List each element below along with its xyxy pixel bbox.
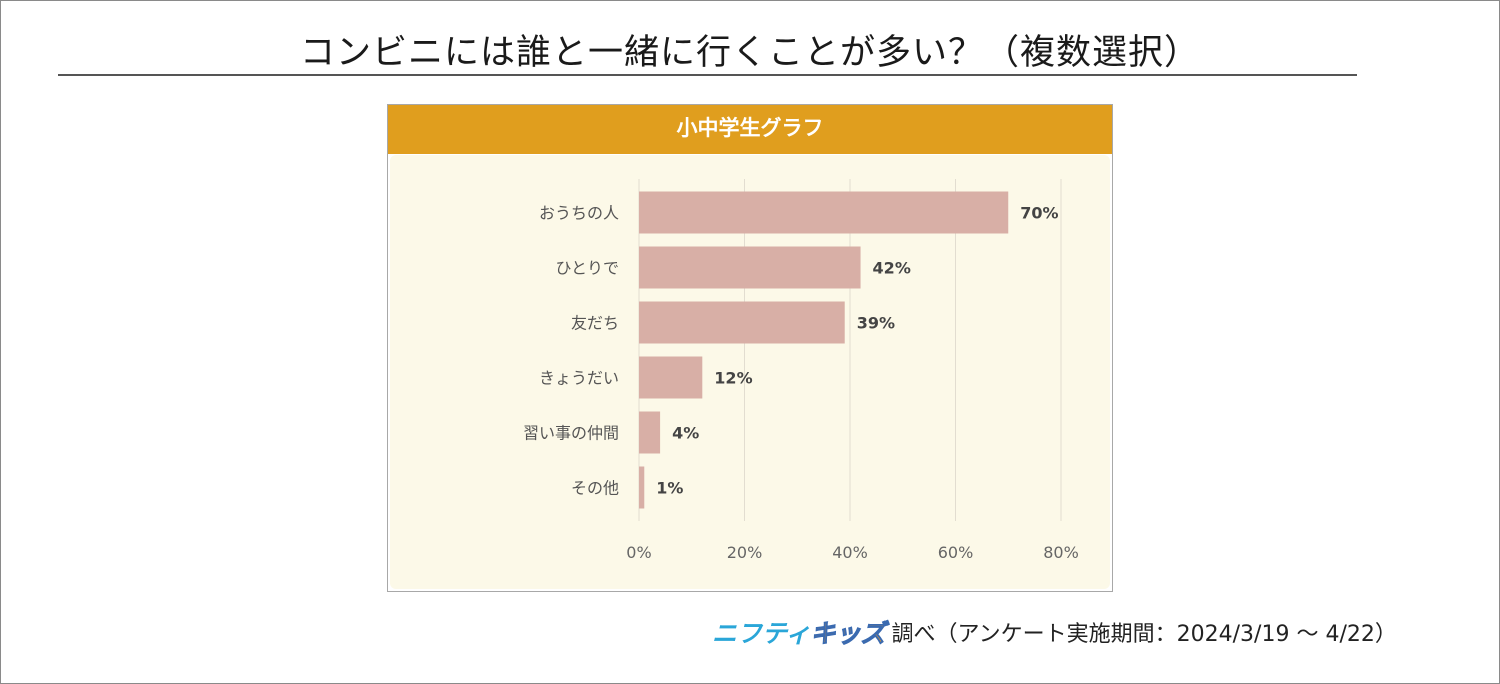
category-label-0: おうちの人 xyxy=(539,204,619,223)
bar-2 xyxy=(639,301,845,344)
category-label-4: 習い事の仲間 xyxy=(523,424,619,443)
x-tick-label-0: 0% xyxy=(626,543,651,562)
brand-logo-part1: ニフティ xyxy=(712,619,811,648)
bar-chart: 0% 20% 40% 60% 80% おうちの人 70% ひとりで 42% 友だち 39% きょうだい… xyxy=(523,179,1079,562)
title-divider xyxy=(58,74,1357,76)
category-label-5: その他 xyxy=(571,479,619,498)
category-label-1: ひとりで xyxy=(555,259,619,278)
value-label-3: 12% xyxy=(714,369,752,388)
brand-logo-part2: キッズ xyxy=(810,619,886,649)
bar-1 xyxy=(639,246,861,289)
category-label-3: きょうだい xyxy=(539,369,619,388)
x-tick-label-1: 20% xyxy=(727,543,763,562)
value-label-4: 4% xyxy=(672,424,699,443)
x-tick-label-2: 40% xyxy=(832,543,868,562)
chart-header: 小中学生グラフ xyxy=(388,105,1112,154)
source-note: 調べ（アンケート実施期間：2024/3/19 ～ 4/22） xyxy=(891,622,1397,647)
x-tick-label-4: 80% xyxy=(1043,543,1079,562)
category-label-2: 友だち xyxy=(571,314,619,333)
bar-4 xyxy=(639,411,661,454)
page-title: コンビニには誰と一緒に行くことが多い？（複数選択） xyxy=(299,33,1200,73)
bar-5 xyxy=(639,466,645,509)
brand-logo: ニフティ キッズ xyxy=(712,614,886,650)
chart-card: 小中学生グラフ 0% 20% 40% 60% 80% おうちの人 70% ひとりで 42% 友だち… xyxy=(387,104,1113,592)
bar-3 xyxy=(639,356,703,399)
value-label-2: 39% xyxy=(857,314,895,333)
value-label-0: 70% xyxy=(1020,204,1058,223)
footer: ニフティ キッズ 調べ（アンケート実施期間：2024/3/19 ～ 4/22） xyxy=(712,614,1397,650)
bar-0 xyxy=(639,191,1009,234)
value-label-1: 42% xyxy=(873,259,911,278)
value-label-5: 1% xyxy=(656,479,683,498)
x-tick-label-3: 60% xyxy=(938,543,974,562)
